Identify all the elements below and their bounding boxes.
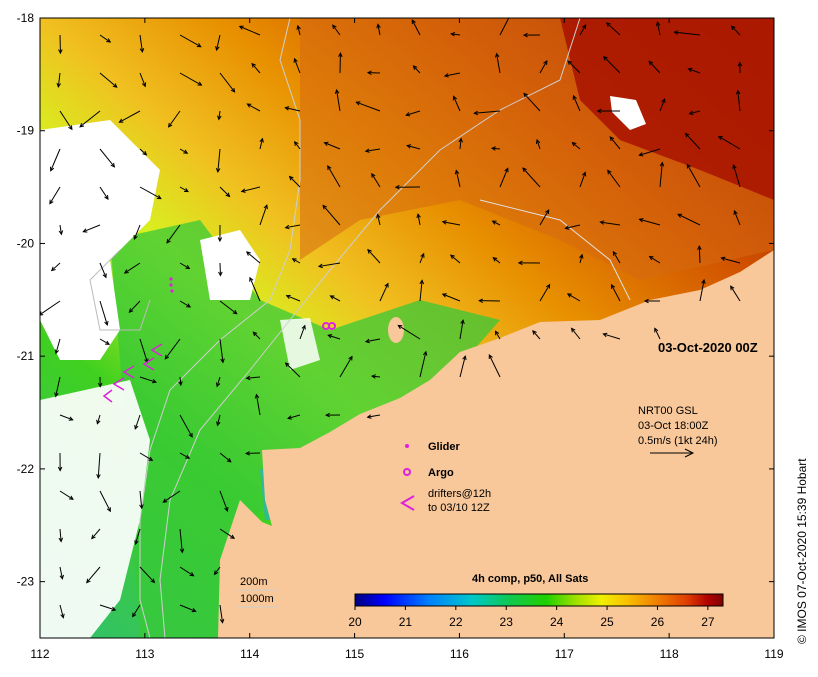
lon-tick-label: 115 <box>345 647 364 661</box>
lat-tick-label: -22 <box>17 462 35 476</box>
lon-tick-label: 113 <box>135 647 154 661</box>
colorbar-tick-label: 26 <box>651 615 665 629</box>
current-key-model: NRT00 GSL <box>638 405 698 417</box>
glider-legend-icon <box>405 444 409 448</box>
lat-tick-label: -19 <box>17 124 35 138</box>
colorbar-tick-label: 27 <box>701 615 715 629</box>
drifter-legend-line1: drifters@12h <box>428 488 491 500</box>
colorbar-tick-label: 22 <box>449 615 463 629</box>
drifter-legend-line2: to 03/10 12Z <box>428 502 490 514</box>
glider-marker <box>170 289 173 292</box>
glider-legend-label: Glider <box>428 441 461 453</box>
colorbar-tick-label: 21 <box>399 615 413 629</box>
lat-tick-label: -18 <box>17 11 35 25</box>
glider-marker <box>169 283 172 286</box>
lon-tick-label: 116 <box>450 647 469 661</box>
colorbar-tick-label: 20 <box>348 615 362 629</box>
colorbar-tick-label: 25 <box>600 615 614 629</box>
lon-tick-label: 117 <box>555 647 574 661</box>
credit-text: © IMOS 07-Oct-2020 15:39 Hobart <box>795 458 809 644</box>
barrow-island <box>388 317 404 343</box>
isobath-key-200m: 200m <box>240 576 268 588</box>
lat-tick-label: -21 <box>17 349 35 363</box>
map-plot-area <box>39 12 774 638</box>
colorbar-tick-label: 24 <box>550 615 564 629</box>
colorbar-title: 4h comp, p50, All Sats <box>472 573 588 585</box>
colorbar <box>355 594 723 606</box>
colorbar-tick-label: 23 <box>500 615 514 629</box>
lon-tick-label: 118 <box>660 647 679 661</box>
glider-marker <box>169 277 172 280</box>
argo-legend-label: Argo <box>428 467 454 479</box>
current-key-time: 03-Oct 18:00Z <box>638 420 709 432</box>
lat-tick-label: -20 <box>17 236 35 250</box>
isobath-key-1000m: 1000m <box>240 593 274 605</box>
current-key-scale: 0.5m/s (1kt 24h) <box>638 435 717 447</box>
lon-tick-label: 119 <box>764 647 783 661</box>
lon-tick-label: 114 <box>240 647 259 661</box>
lat-tick-label: -23 <box>17 575 35 589</box>
map-title: 03-Oct-2020 00Z <box>658 340 758 355</box>
lon-tick-label: 112 <box>30 647 49 661</box>
